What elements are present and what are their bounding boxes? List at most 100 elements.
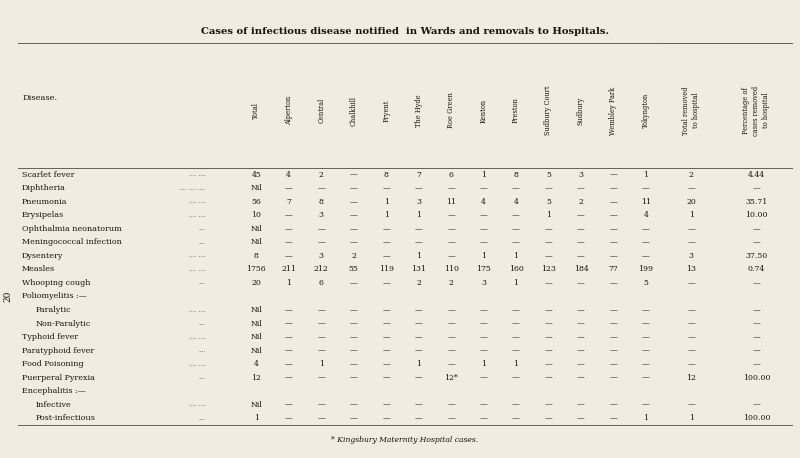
Text: Erysipelas: Erysipelas — [22, 211, 64, 219]
Text: —: — — [512, 347, 520, 354]
Text: —: — — [512, 211, 520, 219]
Text: Roe Green: Roe Green — [447, 93, 455, 128]
Text: 1: 1 — [689, 414, 694, 422]
Text: —: — — [545, 414, 552, 422]
Text: Diphtheria: Diphtheria — [22, 184, 66, 192]
Text: —: — — [285, 333, 293, 341]
Text: —: — — [545, 225, 552, 233]
Text: —: — — [642, 320, 650, 327]
Text: —: — — [447, 320, 455, 327]
Text: —: — — [447, 333, 455, 341]
Text: —: — — [447, 360, 455, 368]
Text: —: — — [480, 347, 487, 354]
Text: The Hyde: The Hyde — [414, 94, 422, 127]
Text: —: — — [512, 401, 520, 409]
Text: —: — — [687, 360, 695, 368]
Text: —: — — [610, 360, 618, 368]
Text: .... ....: .... .... — [189, 267, 206, 272]
Text: Percentage of
cases removed
to hospital: Percentage of cases removed to hospital — [742, 86, 770, 136]
Text: —: — — [642, 225, 650, 233]
Text: Post-infectious: Post-infectious — [36, 414, 96, 422]
Text: —: — — [642, 333, 650, 341]
Text: 56: 56 — [251, 198, 261, 206]
Text: —: — — [350, 184, 358, 192]
Text: 1: 1 — [254, 414, 258, 422]
Text: —: — — [545, 306, 552, 314]
Text: 211: 211 — [282, 266, 296, 273]
Text: —: — — [577, 374, 585, 382]
Text: Total: Total — [252, 102, 260, 119]
Text: 1: 1 — [481, 360, 486, 368]
Text: —: — — [545, 239, 552, 246]
Text: Nil: Nil — [250, 347, 262, 354]
Text: Fryent: Fryent — [382, 99, 390, 122]
Text: 184: 184 — [574, 266, 588, 273]
Text: Kenton: Kenton — [479, 98, 487, 123]
Text: ....: .... — [198, 348, 206, 353]
Text: 1: 1 — [286, 279, 291, 287]
Text: —: — — [318, 239, 325, 246]
Text: —: — — [577, 211, 585, 219]
Text: —: — — [545, 252, 552, 260]
Text: —: — — [285, 401, 293, 409]
Text: —: — — [414, 347, 422, 354]
Text: .... ....: .... .... — [189, 253, 206, 258]
Text: Alperton: Alperton — [285, 96, 293, 125]
Text: —: — — [350, 360, 358, 368]
Text: Poliomyelitis :—: Poliomyelitis :— — [22, 293, 86, 300]
Text: —: — — [480, 333, 487, 341]
Text: Wembley Park: Wembley Park — [610, 87, 618, 135]
Text: —: — — [480, 320, 487, 327]
Text: —: — — [687, 279, 695, 287]
Text: .... ....: .... .... — [189, 172, 206, 177]
Text: —: — — [545, 374, 552, 382]
Text: 3: 3 — [318, 211, 324, 219]
Text: —: — — [350, 279, 358, 287]
Text: 8: 8 — [514, 171, 518, 179]
Text: —: — — [447, 252, 455, 260]
Text: —: — — [687, 184, 695, 192]
Text: Tokyngton: Tokyngton — [642, 93, 650, 128]
Text: Infective: Infective — [36, 401, 72, 409]
Text: —: — — [285, 320, 293, 327]
Text: 131: 131 — [411, 266, 426, 273]
Text: —: — — [414, 414, 422, 422]
Text: .... ....: .... .... — [189, 307, 206, 312]
Text: —: — — [610, 252, 618, 260]
Text: —: — — [642, 374, 650, 382]
Text: —: — — [642, 306, 650, 314]
Text: Sudbury: Sudbury — [577, 96, 585, 125]
Text: —: — — [577, 225, 585, 233]
Text: —: — — [382, 252, 390, 260]
Text: —: — — [545, 320, 552, 327]
Text: * Kingsbury Maternity Hospital cases.: * Kingsbury Maternity Hospital cases. — [331, 436, 478, 444]
Text: Total removed
to hospital: Total removed to hospital — [682, 86, 700, 135]
Text: —: — — [577, 184, 585, 192]
Text: —: — — [753, 279, 760, 287]
Text: —: — — [447, 211, 455, 219]
Text: 55: 55 — [349, 266, 358, 273]
Text: Puerperal Pyrexia: Puerperal Pyrexia — [22, 374, 95, 382]
Text: —: — — [610, 211, 618, 219]
Text: 1: 1 — [643, 171, 648, 179]
Text: —: — — [480, 239, 487, 246]
Text: Nil: Nil — [250, 306, 262, 314]
Text: —: — — [610, 401, 618, 409]
Text: —: — — [382, 225, 390, 233]
Text: Pneumonia: Pneumonia — [22, 198, 67, 206]
Text: —: — — [687, 401, 695, 409]
Text: —: — — [285, 360, 293, 368]
Text: 2: 2 — [416, 279, 421, 287]
Text: 45: 45 — [251, 171, 261, 179]
Text: 12: 12 — [251, 374, 261, 382]
Text: —: — — [285, 211, 293, 219]
Text: 8: 8 — [384, 171, 389, 179]
Text: —: — — [753, 225, 760, 233]
Text: —: — — [382, 333, 390, 341]
Text: —: — — [753, 239, 760, 246]
Text: 13: 13 — [686, 266, 696, 273]
Text: —: — — [577, 239, 585, 246]
Text: —: — — [687, 347, 695, 354]
Text: —: — — [318, 225, 325, 233]
Text: —: — — [545, 347, 552, 354]
